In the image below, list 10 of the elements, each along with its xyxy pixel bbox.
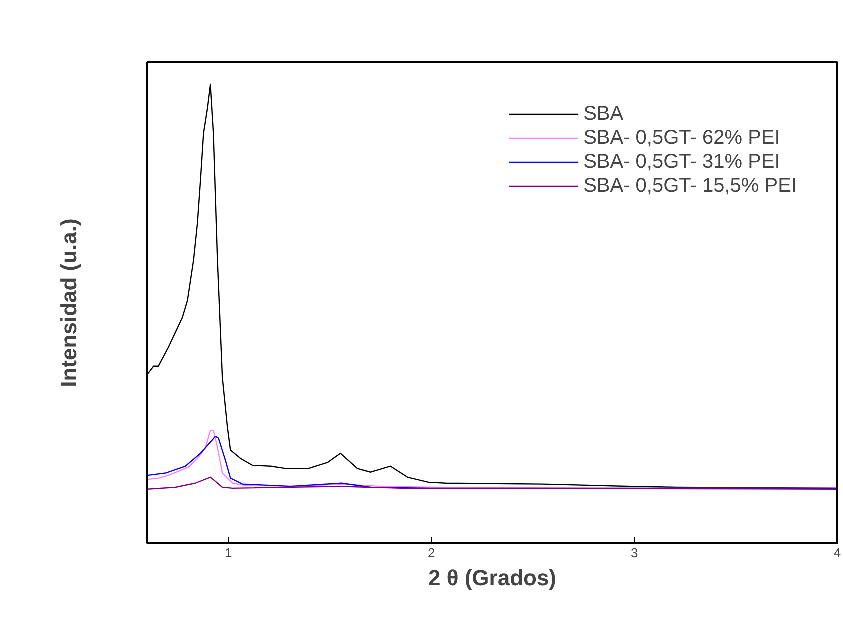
y-axis-title: Intensidad (u.a.)	[56, 218, 82, 388]
x-tick-label: 4	[834, 546, 842, 560]
legend-label: SBA- 0,5GT- 31% PEI	[584, 150, 780, 174]
x-tick-label: 3	[630, 546, 638, 560]
legend-label: SBA- 0,5GT- 62% PEI	[584, 126, 780, 150]
x-tick-label: 2	[428, 546, 436, 560]
legend-label: SBA	[584, 102, 624, 126]
x-axis-title: 2 θ (Grados)	[428, 566, 557, 590]
x-tick-label: 1	[225, 546, 232, 560]
legend-label: SBA- 0,5GT- 15,5% PEI	[584, 174, 797, 198]
